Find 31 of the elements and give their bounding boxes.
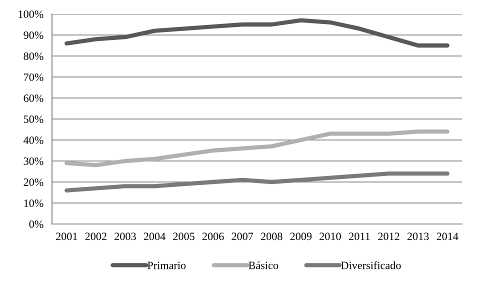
- x-tick-label: 2012: [378, 232, 400, 240]
- y-tick-label: 90%: [24, 31, 44, 39]
- line-series: [64, 172, 450, 192]
- legend-label: Diversificado: [341, 261, 401, 270]
- x-tick-label: 2009: [290, 232, 312, 240]
- x-tick-label: 2008: [261, 232, 282, 240]
- x-tick-label: 2013: [407, 232, 429, 240]
- line-series: [64, 130, 450, 168]
- y-tick-label: 100%: [18, 10, 44, 18]
- x-tick-label: 2004: [144, 232, 166, 240]
- y-tick-label: 20%: [24, 178, 44, 186]
- legend-label: Básico: [248, 261, 278, 270]
- y-tick-label: 50%: [24, 115, 44, 123]
- y-tick-label: 30%: [24, 157, 44, 165]
- x-tick-label: 2010: [320, 232, 341, 240]
- x-tick-label: 2006: [202, 232, 224, 240]
- x-tick-label: 2014: [436, 232, 458, 240]
- x-tick-label: 2007: [232, 232, 254, 240]
- y-tick-label: 10%: [24, 199, 44, 207]
- y-tick-label: 0%: [29, 220, 44, 228]
- y-tick-label: 40%: [24, 136, 44, 144]
- line-series: [64, 18, 450, 48]
- y-tick-label: 60%: [24, 94, 44, 102]
- x-tick-label: 2001: [56, 232, 78, 240]
- x-tick-label: 2003: [114, 232, 136, 240]
- legend-label: Primario: [148, 262, 186, 270]
- y-tick-label: 70%: [24, 73, 44, 81]
- y-tick-label: 80%: [24, 52, 44, 60]
- x-tick-label: 2005: [173, 232, 194, 240]
- x-tick-label: 2011: [349, 232, 370, 240]
- x-tick-label: 2002: [85, 232, 106, 240]
